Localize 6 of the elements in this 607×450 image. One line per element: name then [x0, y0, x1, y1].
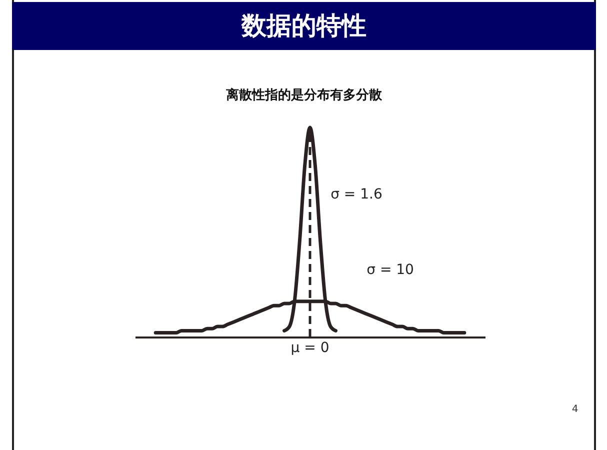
annotation: σ = 10 [366, 262, 414, 278]
chart-title: 数据的特性 [12, 2, 596, 50]
annotation: σ = 1.6 [330, 186, 382, 203]
text: μ = 0 [290, 340, 330, 356]
chart-subtitle: 离散性指的是分布有多分散 [225, 86, 383, 104]
text: 4 [570, 404, 580, 415]
